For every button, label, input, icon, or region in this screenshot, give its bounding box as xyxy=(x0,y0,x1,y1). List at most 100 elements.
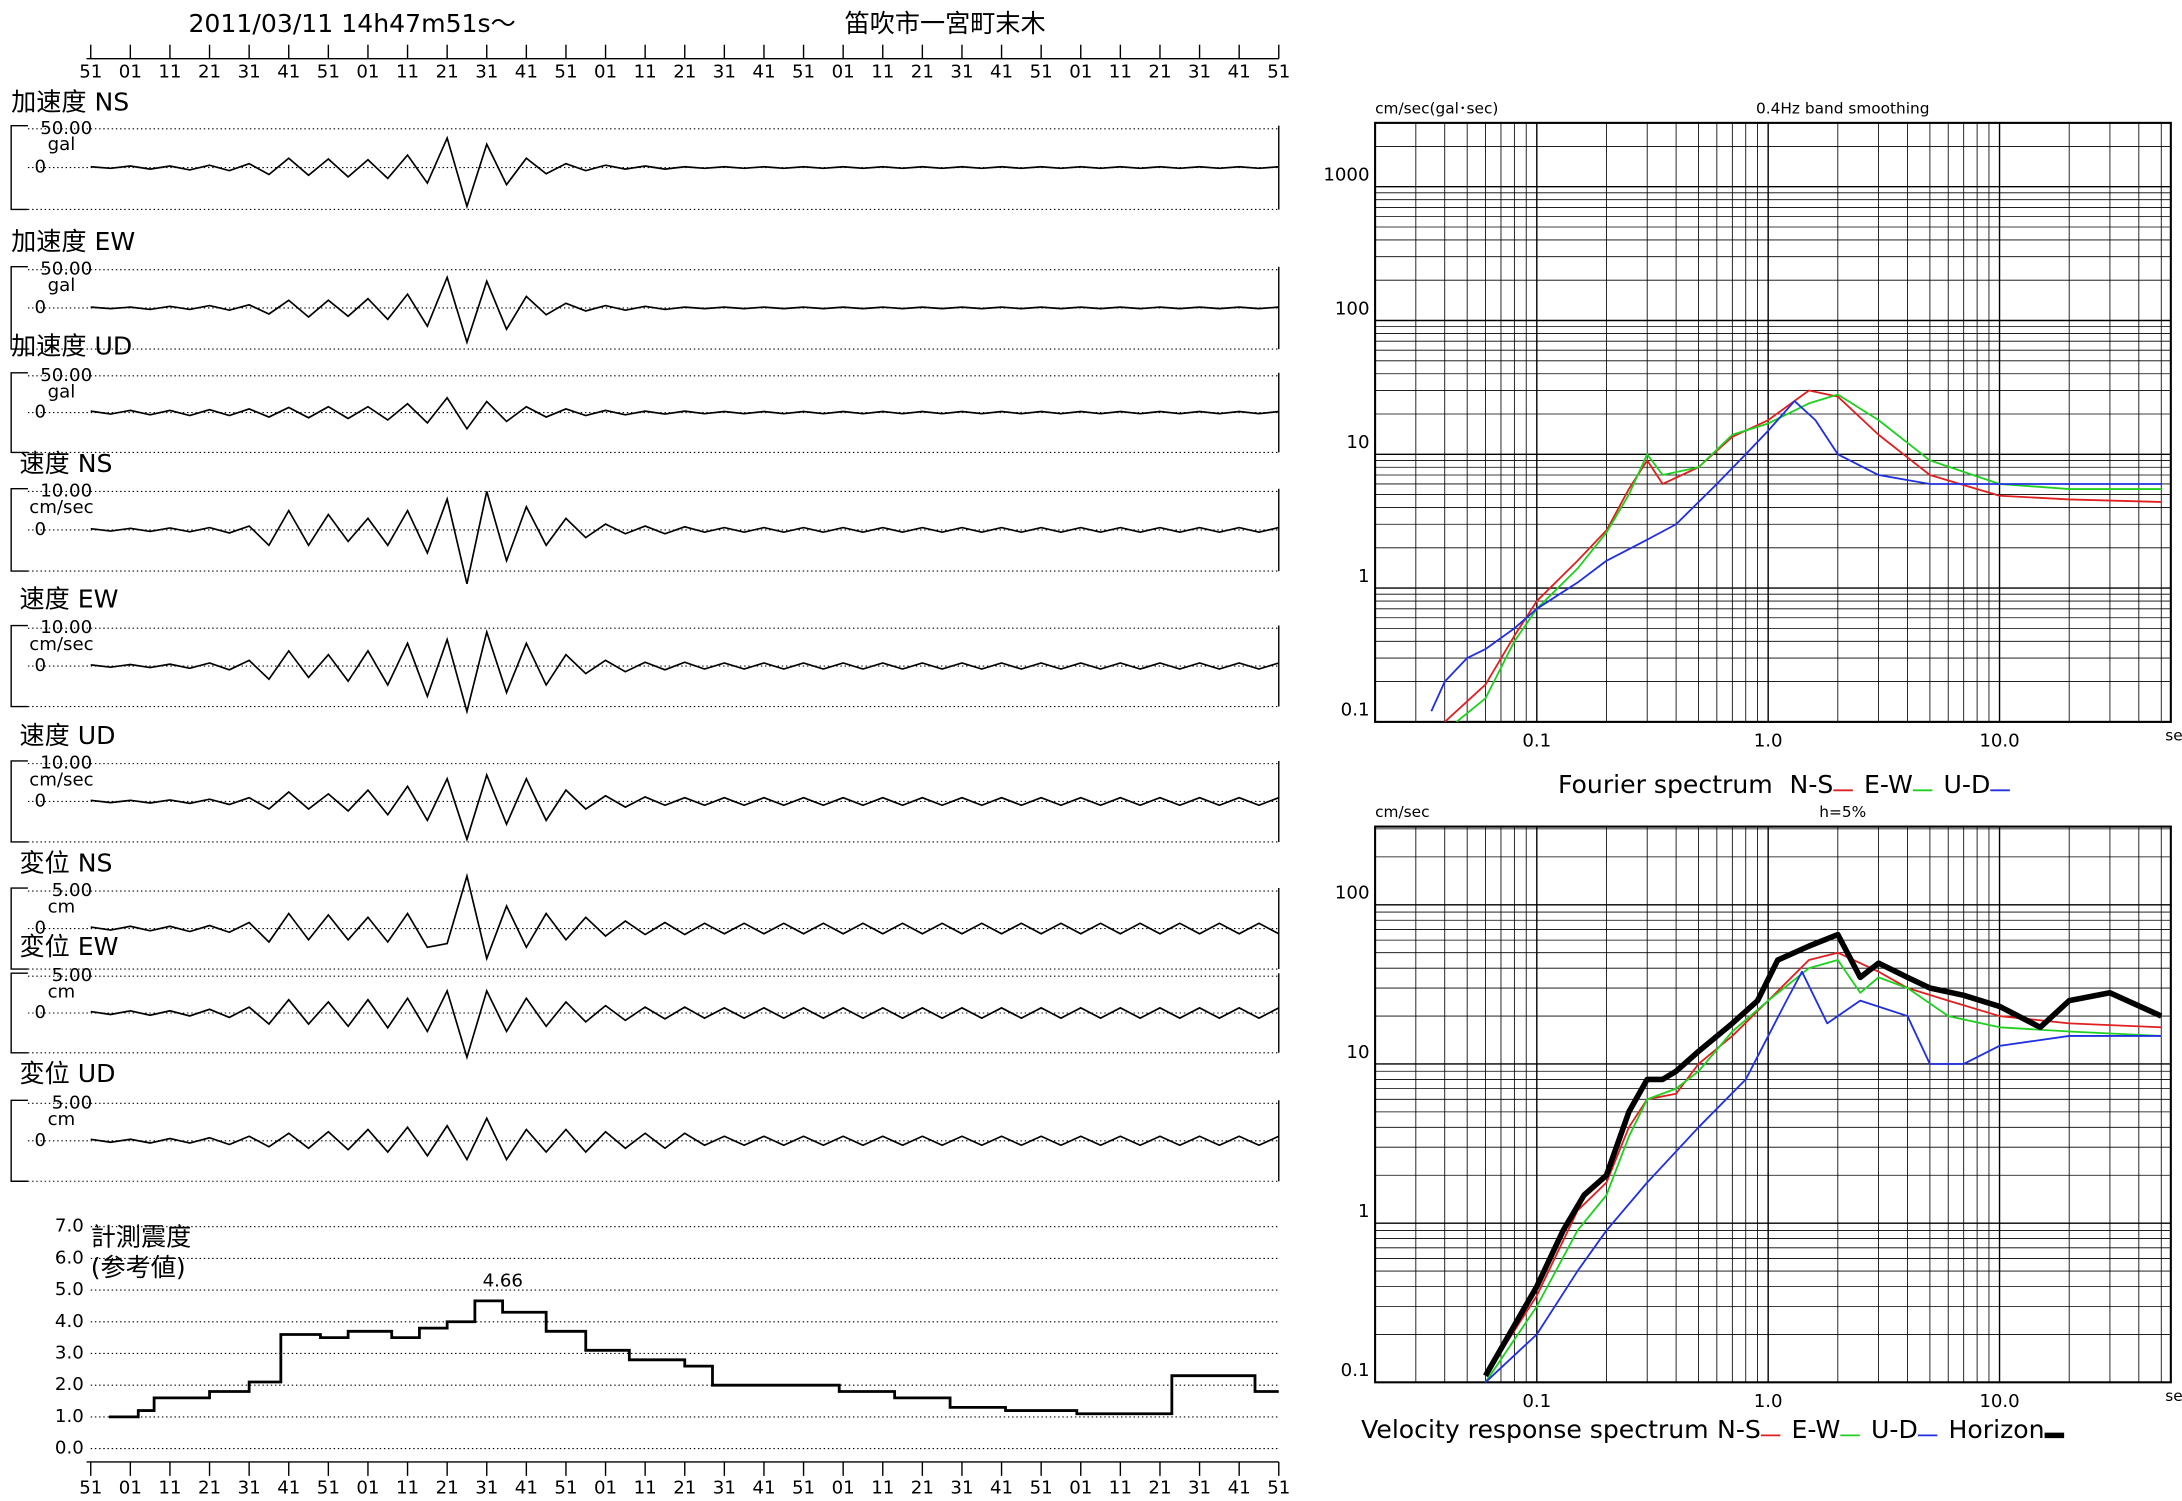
legend-label: N-S xyxy=(1717,1415,1761,1444)
panel-unit: gal xyxy=(48,381,76,402)
panel-unit: gal xyxy=(48,275,76,296)
panel-title: 加速度 EW xyxy=(11,227,135,256)
chart-title: Fourier spectrum xyxy=(1558,770,1773,799)
y-tick-label: 10 xyxy=(1346,432,1369,453)
y-tick-label: 2.0 xyxy=(55,1374,84,1395)
time-tick-label: 01 xyxy=(832,62,855,83)
waveform-trace xyxy=(90,274,1279,345)
time-tick-label: 01 xyxy=(119,1477,142,1498)
y-tick-label: 100 xyxy=(1335,298,1370,319)
spectrum-line xyxy=(1483,931,2163,1378)
y-tick-label: 5.00 xyxy=(52,880,92,901)
waveform-trace xyxy=(90,628,1280,715)
spectrum-line xyxy=(1430,400,2162,712)
time-tick-label: 51 xyxy=(792,1477,815,1498)
time-tick-label: 01 xyxy=(594,1477,617,1498)
y-axis-label: cm/sec(gal･sec) xyxy=(1375,99,1498,117)
time-tick-label: 31 xyxy=(950,1477,973,1498)
panel-frame xyxy=(10,972,1280,1054)
time-tick-label: 01 xyxy=(594,62,617,83)
time-tick-label: 11 xyxy=(1109,62,1132,83)
panel-title: 速度 NS xyxy=(20,449,113,478)
y-tick-label: 6.0 xyxy=(55,1247,84,1268)
y-tick-label: 10.00 xyxy=(40,617,92,638)
time-tick-label: 51 xyxy=(79,62,102,83)
time-tick-label: 41 xyxy=(1228,62,1251,83)
x-axis-label: sec xyxy=(2165,1387,2182,1405)
panel-frame xyxy=(10,887,1280,970)
x-tick-label: 0.1 xyxy=(1522,1391,1551,1412)
legend-label: U-D xyxy=(1944,770,1991,799)
time-tick-label: 21 xyxy=(1148,62,1171,83)
y-tick-label: 50.00 xyxy=(40,365,92,386)
time-tick-label: 31 xyxy=(1188,62,1211,83)
y-tick-label: 0 xyxy=(35,655,47,676)
time-tick-label: 51 xyxy=(317,62,340,83)
panel-frame xyxy=(10,1099,1280,1182)
y-tick-label: 50.00 xyxy=(40,259,92,280)
time-tick-label: 11 xyxy=(158,1477,181,1498)
panel-unit: cm xyxy=(48,897,76,918)
time-tick-label: 31 xyxy=(1188,1477,1211,1498)
time-tick-label: 01 xyxy=(1069,1477,1092,1498)
y-tick-label: 0.1 xyxy=(1341,1360,1370,1381)
waveform-trace xyxy=(90,872,1280,962)
spectrum-line xyxy=(1444,389,2162,722)
y-tick-label: 5.0 xyxy=(55,1279,84,1300)
panel-title: 加速度 NS xyxy=(11,87,129,116)
y-tick-label: 100 xyxy=(1335,883,1370,904)
time-tick-label: 21 xyxy=(673,62,696,83)
legend-label: E-W xyxy=(1792,1415,1841,1444)
time-tick-label: 31 xyxy=(475,62,498,83)
time-tick-label: 41 xyxy=(1228,1477,1251,1498)
y-tick-label: 10.00 xyxy=(40,480,92,501)
waveform-trace xyxy=(90,772,1280,843)
y-tick-label: 1000 xyxy=(1323,165,1369,186)
waveform-trace xyxy=(90,1116,1280,1162)
waveform-trace xyxy=(90,135,1279,210)
time-tick-label: 51 xyxy=(1030,1477,1053,1498)
time-tick-label: 41 xyxy=(990,62,1013,83)
y-tick-label: 0 xyxy=(35,918,47,939)
y-tick-label: 10.00 xyxy=(40,753,92,774)
panel-frame xyxy=(10,372,1280,454)
panel-unit: cm/sec xyxy=(29,634,93,655)
time-tick-label: 31 xyxy=(713,1477,736,1498)
time-tick-label: 51 xyxy=(792,62,815,83)
y-tick-label: 0 xyxy=(35,790,47,811)
time-tick-label: 51 xyxy=(554,62,577,83)
time-tick-label: 01 xyxy=(356,62,379,83)
x-tick-label: 0.1 xyxy=(1522,730,1551,751)
y-tick-label: 1.0 xyxy=(55,1406,84,1427)
time-tick-label: 51 xyxy=(1267,62,1290,83)
panel-title: 加速度 UD xyxy=(11,332,132,361)
time-tick-label: 21 xyxy=(911,62,934,83)
panel-title: 速度 EW xyxy=(20,584,119,613)
time-tick-label: 21 xyxy=(436,62,459,83)
time-tick-label: 51 xyxy=(1267,1477,1290,1498)
spectrum-line xyxy=(1484,951,2162,1377)
time-tick-label: 31 xyxy=(238,62,261,83)
legend-label: N-S xyxy=(1790,770,1834,799)
y-tick-label: 5.00 xyxy=(52,1092,92,1113)
time-tick-label: 51 xyxy=(317,1477,340,1498)
time-tick-label: 21 xyxy=(198,1477,221,1498)
time-tick-label: 51 xyxy=(79,1477,102,1498)
panel-unit: cm xyxy=(48,1109,76,1130)
panel-title: 変位 NS xyxy=(20,848,113,877)
panel-title: 変位 UD xyxy=(20,1059,116,1088)
time-tick-label: 11 xyxy=(871,62,894,83)
y-tick-label: 0 xyxy=(35,157,47,178)
y-tick-label: 3.0 xyxy=(55,1342,84,1363)
time-tick-label: 41 xyxy=(990,1477,1013,1498)
time-tick-label: 21 xyxy=(198,62,221,83)
panel-unit: cm xyxy=(48,982,76,1003)
subtitle: 0.4Hz band smoothing xyxy=(1756,99,1930,117)
y-tick-label: 50.00 xyxy=(40,118,92,139)
intensity-label: 計測震度 xyxy=(91,1222,192,1251)
panel-frame xyxy=(10,487,1280,572)
time-tick-label: 21 xyxy=(911,1477,934,1498)
peak-label: 4.66 xyxy=(483,1270,523,1291)
y-tick-label: 0 xyxy=(35,519,47,540)
